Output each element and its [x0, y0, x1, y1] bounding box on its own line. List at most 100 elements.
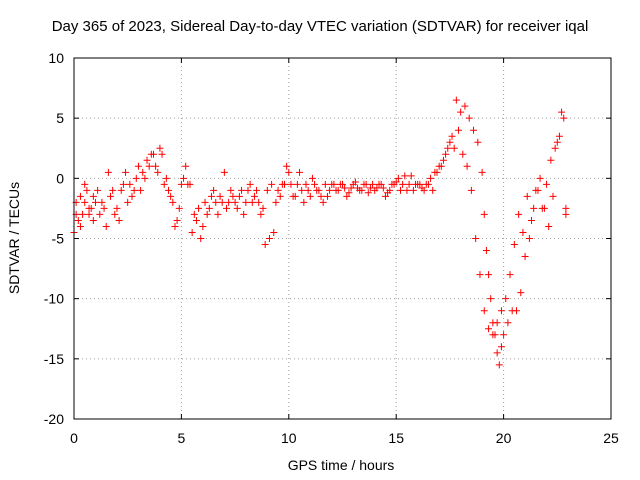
- data-point: [233, 204, 241, 212]
- data-point: [450, 144, 458, 152]
- data-point: [403, 186, 411, 194]
- data-point: [373, 184, 381, 192]
- data-point: [177, 180, 185, 188]
- data-point: [478, 168, 486, 176]
- series-sdtvar-second-arc-: [72, 108, 570, 339]
- data-point: [190, 210, 198, 218]
- data-point: [276, 192, 284, 200]
- data-point: [465, 114, 473, 122]
- data-point: [173, 216, 181, 224]
- data-point: [306, 192, 314, 200]
- data-point: [302, 180, 310, 188]
- data-point: [334, 186, 342, 194]
- data-point: [442, 150, 450, 158]
- data-point: [167, 192, 175, 200]
- data-point: [416, 180, 424, 188]
- data-point: [364, 189, 372, 197]
- data-point: [427, 174, 435, 182]
- data-point: [510, 241, 518, 249]
- data-point: [396, 186, 404, 194]
- data-point: [339, 180, 346, 188]
- data-point: [169, 198, 177, 206]
- data-point: [525, 235, 533, 242]
- data-point: [485, 325, 493, 333]
- data-point: [278, 180, 286, 188]
- data-point: [326, 186, 334, 194]
- data-point: [201, 198, 209, 206]
- data-series: [70, 96, 570, 369]
- data-point: [298, 186, 306, 194]
- data-point: [439, 156, 447, 164]
- data-point: [555, 132, 563, 140]
- data-point: [104, 168, 112, 176]
- data-point: [313, 186, 321, 194]
- data-point: [343, 192, 351, 200]
- data-point: [530, 204, 538, 212]
- y-tick-label: -20: [44, 411, 64, 427]
- data-point: [126, 180, 134, 188]
- data-point: [463, 162, 471, 170]
- data-point: [199, 222, 207, 230]
- data-point: [420, 186, 428, 194]
- data-point: [158, 150, 166, 158]
- data-point: [551, 144, 559, 152]
- data-point: [255, 198, 263, 206]
- data-point: [506, 271, 514, 279]
- data-point: [162, 174, 170, 182]
- data-point: [250, 192, 258, 200]
- data-point: [448, 132, 456, 140]
- data-point: [317, 192, 325, 200]
- data-point: [100, 204, 108, 212]
- data-point: [461, 102, 469, 110]
- data-point: [149, 150, 157, 158]
- data-point: [405, 180, 413, 188]
- data-point: [248, 198, 256, 206]
- data-point: [242, 198, 250, 206]
- data-point: [467, 186, 475, 194]
- data-point: [220, 168, 228, 176]
- data-point: [560, 114, 568, 122]
- data-point: [409, 186, 417, 194]
- data-point: [227, 186, 235, 194]
- data-point: [319, 198, 327, 206]
- data-point: [94, 186, 102, 194]
- data-point: [109, 186, 117, 194]
- series-sdtvar: [70, 96, 570, 369]
- data-point: [115, 216, 123, 224]
- data-point: [205, 204, 213, 212]
- data-point: [523, 192, 531, 200]
- data-point: [457, 108, 465, 116]
- data-point: [515, 210, 523, 218]
- data-point: [300, 198, 308, 206]
- data-point: [504, 319, 512, 327]
- data-point: [356, 186, 364, 194]
- x-tick-label: 5: [178, 430, 186, 446]
- data-point: [519, 228, 527, 236]
- data-point: [152, 162, 160, 170]
- data-point: [165, 186, 173, 194]
- data-point: [472, 235, 480, 242]
- data-point: [351, 178, 359, 186]
- data-point: [528, 216, 536, 224]
- data-point: [203, 210, 211, 218]
- data-point: [485, 271, 493, 279]
- data-point: [390, 180, 398, 188]
- data-point: [85, 210, 93, 218]
- data-point: [521, 253, 529, 261]
- data-point: [482, 247, 490, 255]
- data-point: [96, 210, 104, 218]
- data-point: [323, 192, 331, 200]
- data-point: [369, 180, 377, 188]
- data-point: [480, 210, 488, 218]
- y-tick-label: 10: [48, 50, 64, 66]
- data-point: [76, 192, 84, 200]
- data-point: [253, 186, 261, 194]
- data-point: [102, 222, 110, 230]
- data-point: [113, 204, 121, 212]
- data-point: [134, 162, 142, 170]
- data-point: [366, 184, 374, 192]
- data-point: [223, 204, 231, 212]
- data-point: [330, 180, 338, 188]
- data-point: [446, 138, 454, 146]
- data-point: [85, 204, 93, 212]
